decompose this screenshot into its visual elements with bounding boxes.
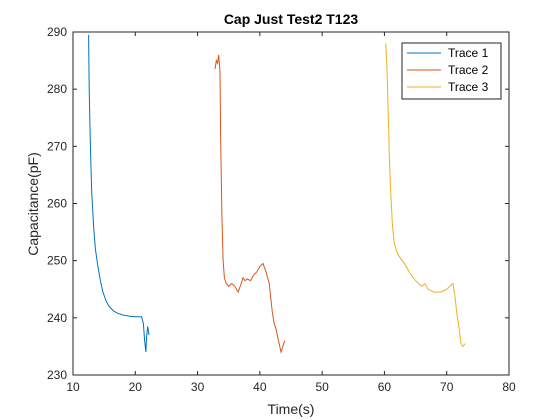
legend-label-trace-2: Trace 2 (448, 63, 489, 77)
legend-label-trace-1: Trace 1 (448, 46, 489, 60)
legend-label-trace-3: Trace 3 (448, 80, 489, 94)
x-tick-label: 10 (66, 380, 80, 394)
x-tick-label: 30 (191, 380, 205, 394)
chart-title: Cap Just Test2 T123 (224, 11, 359, 27)
y-tick-label: 290 (47, 25, 67, 39)
y-tick-label: 240 (47, 311, 67, 325)
y-tick-label: 250 (47, 254, 67, 268)
legend-box (401, 42, 502, 100)
x-tick-label: 40 (253, 380, 267, 394)
x-tick-label: 60 (378, 380, 392, 394)
legend: Trace 1 Trace 2 Trace 3 (401, 42, 502, 100)
y-tick-label: 230 (47, 368, 67, 382)
series-line-trace-1 (88, 34, 150, 353)
series-line-trace-3 (385, 43, 466, 348)
x-tick-label: 70 (440, 380, 454, 394)
y-tick-label: 260 (47, 197, 67, 211)
y-axis-label: Capacitance(pF) (25, 152, 41, 256)
x-tick-label: 20 (129, 380, 143, 394)
x-tick-label: 80 (502, 380, 516, 394)
y-tick-label: 270 (47, 139, 67, 153)
x-tick-label: 50 (315, 380, 329, 394)
x-axis-label: Time(s) (268, 401, 315, 417)
series-line-trace-2 (214, 54, 286, 354)
y-tick-label: 280 (47, 82, 67, 96)
